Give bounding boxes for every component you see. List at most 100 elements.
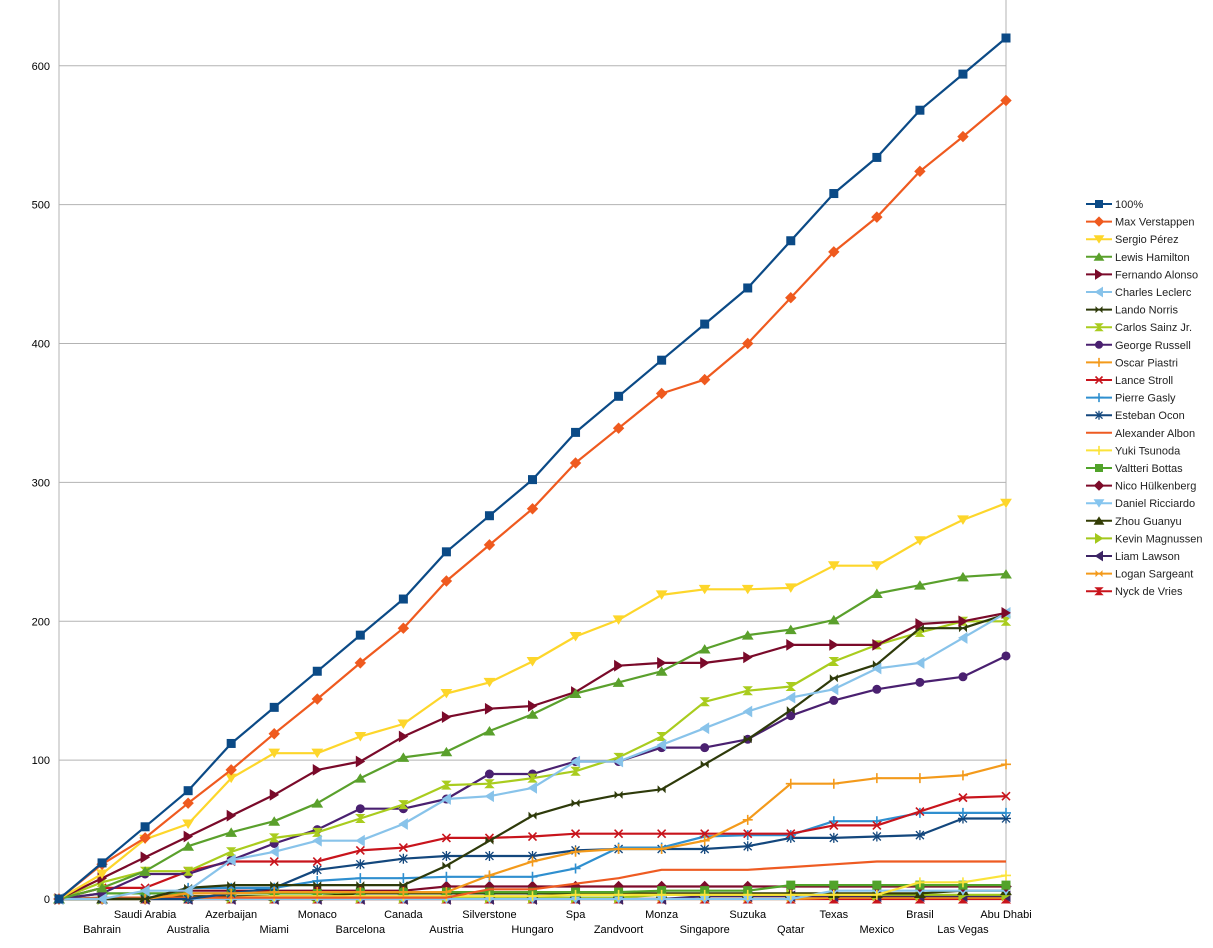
data-point [484, 870, 495, 881]
data-point [957, 877, 968, 888]
data-point [915, 105, 925, 115]
legend: 100% Max Verstappen Sergio Pérez Lewis Hami… [1086, 199, 1202, 598]
data-point [700, 760, 709, 769]
data-point [226, 888, 237, 899]
data-point [914, 165, 926, 178]
data-point [356, 881, 365, 890]
legend-label: Oscar Piastri [1115, 357, 1178, 369]
series-line [59, 613, 1007, 901]
data-point [786, 829, 796, 839]
legend-label: Valtteri Bottas [1115, 463, 1183, 475]
data-point [957, 770, 968, 781]
series-line [58, 860, 1006, 901]
data-point [614, 790, 623, 799]
data-point [784, 624, 797, 635]
data-point [828, 778, 839, 789]
data-point [226, 854, 236, 867]
data-point [656, 844, 667, 855]
data-point [1093, 516, 1105, 525]
data-point [785, 778, 796, 789]
data-point [182, 797, 194, 809]
data-point [914, 536, 926, 546]
data-point [871, 831, 882, 842]
legend-label: Nyck de Vries [1115, 586, 1183, 598]
legend-label: Max Verstappen [1115, 217, 1195, 229]
legend-item: Pierre Gasly [1086, 393, 1176, 405]
data-point [570, 846, 581, 857]
data-point [1001, 813, 1011, 824]
data-point [872, 152, 882, 162]
data-point [526, 709, 539, 719]
data-point [182, 841, 195, 851]
data-point [612, 615, 625, 625]
data-point [742, 889, 753, 900]
data-point [269, 702, 279, 712]
legend-item: Logan Sargeant [1086, 569, 1193, 581]
data-point [1095, 340, 1103, 349]
data-point [786, 638, 796, 651]
data-point [871, 773, 882, 784]
data-point [828, 657, 840, 667]
data-point [312, 887, 323, 898]
legend-label: Liam Lawson [1115, 551, 1180, 563]
series-5 [54, 607, 1011, 905]
legend-label: Esteban Ocon [1115, 410, 1185, 422]
legend-item: Oscar Piastri [1086, 357, 1178, 369]
data-point [441, 547, 451, 557]
data-point [699, 722, 710, 735]
data-point [1093, 216, 1105, 227]
data-point [742, 705, 753, 718]
data-point [1094, 410, 1104, 420]
data-point [1095, 268, 1104, 280]
legend-item: Lance Stroll [1086, 375, 1173, 387]
data-point [355, 813, 366, 823]
data-point [355, 804, 365, 814]
data-point [398, 853, 409, 864]
legend-item: Zhou Guanyu [1086, 516, 1182, 528]
data-point [786, 880, 796, 890]
data-point [828, 246, 840, 258]
y-tick-label: 400 [32, 339, 50, 351]
data-point [700, 319, 710, 329]
data-point [1001, 870, 1011, 881]
data-point [699, 844, 710, 855]
data-point [527, 871, 538, 882]
data-point [958, 632, 968, 644]
data-point [656, 738, 667, 751]
data-point [872, 880, 882, 890]
data-point [313, 881, 322, 890]
data-point [699, 697, 710, 707]
data-point [528, 475, 537, 485]
legend-label: Alexander Albon [1115, 428, 1195, 440]
gridlines [59, 65, 1006, 761]
data-point [441, 833, 451, 843]
data-point [97, 858, 107, 868]
legend-item: Lewis Hamilton [1086, 252, 1190, 264]
x-tick-label: Monaco [298, 909, 337, 921]
data-point [269, 845, 279, 858]
data-point [527, 891, 538, 902]
y-tick-label: 500 [32, 200, 50, 212]
data-point [914, 830, 925, 841]
y-tick-label: 600 [32, 61, 50, 73]
data-point [915, 806, 925, 817]
data-point [742, 337, 754, 350]
data-point [182, 866, 194, 876]
data-point [829, 674, 838, 683]
data-point [872, 638, 882, 651]
data-point [699, 889, 710, 900]
data-point [183, 884, 193, 897]
data-point [742, 830, 753, 841]
data-point [526, 657, 539, 667]
data-point [140, 884, 150, 897]
data-point [312, 834, 322, 847]
series-2 [53, 498, 1012, 904]
x-tick-label: Bahrain [83, 924, 121, 936]
data-point [657, 657, 667, 669]
data-point [870, 588, 883, 598]
data-point [743, 651, 753, 664]
data-point [871, 662, 882, 675]
x-tick-label: Abu Dhabi [980, 909, 1031, 921]
data-point [311, 748, 324, 759]
data-point [398, 594, 408, 604]
